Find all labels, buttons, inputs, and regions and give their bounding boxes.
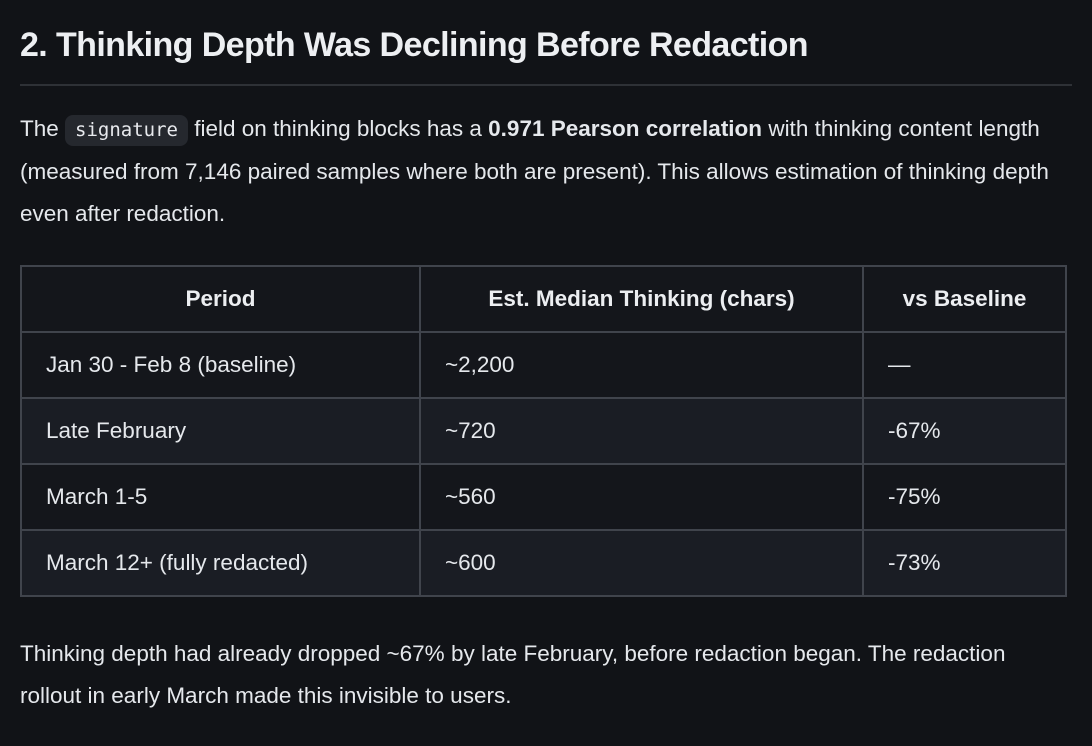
table-cell: -67% bbox=[862, 397, 1067, 465]
table-cell: ~600 bbox=[419, 529, 864, 597]
table-cell: ~560 bbox=[419, 463, 864, 531]
table-cell: ~2,200 bbox=[419, 331, 864, 399]
table-cell: March 1-5 bbox=[20, 463, 421, 531]
table-row: March 12+ (fully redacted) ~600 -73% bbox=[20, 529, 1067, 597]
table-row: Jan 30 - Feb 8 (baseline) ~2,200 — bbox=[20, 331, 1067, 399]
column-header-median-thinking: Est. Median Thinking (chars) bbox=[419, 265, 864, 333]
table-row: March 1-5 ~560 -75% bbox=[20, 463, 1067, 531]
table-cell: -75% bbox=[862, 463, 1067, 531]
table-cell: — bbox=[862, 331, 1067, 399]
heading-divider bbox=[20, 84, 1072, 86]
column-header-period: Period bbox=[20, 265, 421, 333]
outro-paragraph: Thinking depth had already dropped ~67% … bbox=[20, 641, 1006, 708]
pearson-correlation-bold: 0.971 Pearson correlation bbox=[488, 116, 763, 141]
table-cell: ~720 bbox=[419, 397, 864, 465]
table-body: Jan 30 - Feb 8 (baseline) ~2,200 — Late … bbox=[20, 331, 1067, 597]
intro-text-3: with thinking content length (measured f… bbox=[20, 116, 1049, 226]
table-header-row: Period Est. Median Thinking (chars) vs B… bbox=[20, 265, 1067, 333]
table-cell: Jan 30 - Feb 8 (baseline) bbox=[20, 331, 421, 399]
table-cell: March 12+ (fully redacted) bbox=[20, 529, 421, 597]
intro-text-2: field on thinking blocks has a bbox=[187, 116, 489, 141]
table-cell: Late February bbox=[20, 397, 421, 465]
section-heading: 2. Thinking Depth Was Declining Before R… bbox=[20, 26, 809, 64]
thinking-depth-table: Period Est. Median Thinking (chars) vs B… bbox=[20, 265, 1067, 597]
table-row: Late February ~720 -67% bbox=[20, 397, 1067, 465]
intro-text-1: The bbox=[20, 116, 66, 141]
table-cell: -73% bbox=[862, 529, 1067, 597]
column-header-vs-baseline: vs Baseline bbox=[862, 265, 1067, 333]
inline-code-signature: signature bbox=[65, 115, 188, 146]
table-header: Period Est. Median Thinking (chars) vs B… bbox=[20, 265, 1067, 333]
markdown-page: 2. Thinking Depth Was Declining Before R… bbox=[20, 26, 1072, 708]
intro-paragraph: The signature field on thinking blocks h… bbox=[20, 108, 1072, 235]
